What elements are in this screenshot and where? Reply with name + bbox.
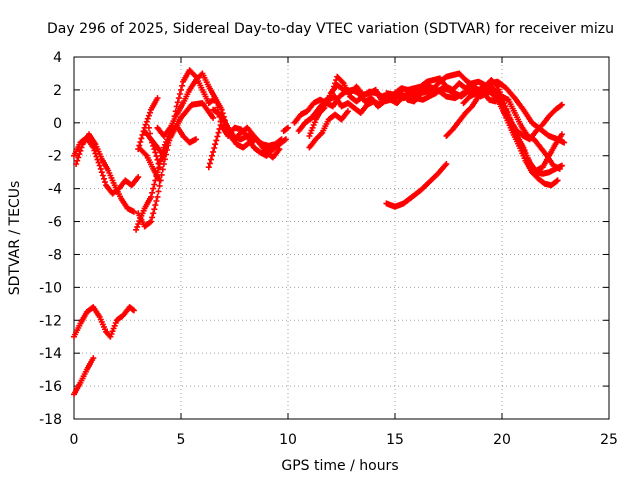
axis-ticks xyxy=(73,56,610,420)
x-tick-label: 20 xyxy=(493,432,511,448)
series-trace-b xyxy=(73,131,137,215)
data-point-markers xyxy=(443,83,565,177)
data-point-markers xyxy=(205,118,225,171)
y-tick-label: 2 xyxy=(53,83,62,99)
data-point-markers xyxy=(383,161,450,210)
x-tick-label: 10 xyxy=(279,432,297,448)
x-tick-label: 15 xyxy=(386,432,404,448)
y-tick-label: -6 xyxy=(48,215,62,231)
series-trace-r xyxy=(306,93,383,139)
data-point-markers xyxy=(306,108,351,151)
data-point-markers xyxy=(137,146,163,184)
series-trace-k xyxy=(205,118,225,171)
data-point-markers xyxy=(71,304,137,340)
y-tick-labels: -18 -16 -14 -12 -10 -8 -6 -4 -2 0 2 4 xyxy=(39,50,62,428)
x-tick-label: 25 xyxy=(600,432,618,448)
data-points xyxy=(71,67,568,398)
y-tick-label: -4 xyxy=(48,182,62,198)
series-trace-s xyxy=(383,78,568,146)
data-point-markers xyxy=(156,100,217,167)
plot-frame xyxy=(73,56,610,420)
y-tick-label: 4 xyxy=(53,50,62,66)
series-trace-j xyxy=(137,146,163,184)
y-tick-label: -14 xyxy=(39,346,62,362)
y-axis-label: SDTVAR / TECUs xyxy=(7,181,23,296)
series-trace-m xyxy=(220,116,285,151)
y-tick-label: -8 xyxy=(48,247,62,263)
series-trace-v xyxy=(306,108,351,151)
data-point-markers xyxy=(460,88,563,172)
series-trace-i xyxy=(156,100,217,167)
data-point-markers xyxy=(383,78,568,146)
x-tick-labels: 0 5 10 15 20 25 xyxy=(70,432,618,448)
series-trace-n xyxy=(280,124,291,134)
series-trace-u xyxy=(460,88,563,172)
data-point-markers xyxy=(73,131,137,215)
x-tick-label: 0 xyxy=(70,432,79,448)
y-tick-label: -16 xyxy=(39,379,62,395)
data-point-markers xyxy=(280,124,291,134)
series-trace-t xyxy=(443,83,565,177)
y-tick-label: -18 xyxy=(39,412,62,428)
x-axis-label: GPS time / hours xyxy=(281,458,398,474)
y-tick-label: 0 xyxy=(53,116,62,132)
x-tick-label: 5 xyxy=(177,432,186,448)
y-tick-label: -10 xyxy=(39,280,62,296)
chart-title: Day 296 of 2025, Sidereal Day-to-day VTE… xyxy=(47,21,614,37)
data-point-markers xyxy=(306,93,383,139)
data-point-markers xyxy=(71,355,97,398)
series-trace-w xyxy=(383,161,450,210)
series-trace-y xyxy=(71,355,97,398)
y-tick-label: -12 xyxy=(39,313,62,329)
data-point-markers xyxy=(220,116,285,151)
series-trace-x xyxy=(71,304,137,340)
y-tick-label: -2 xyxy=(48,149,62,165)
